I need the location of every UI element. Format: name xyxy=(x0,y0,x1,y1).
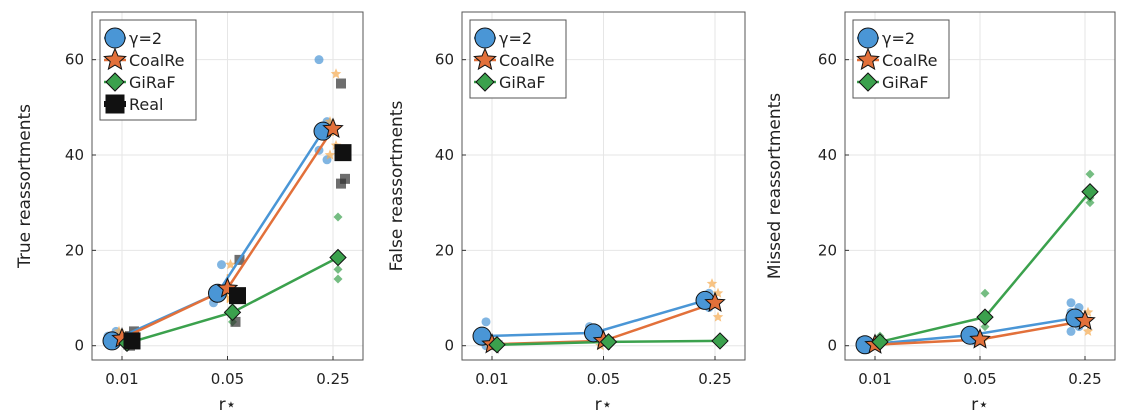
mean-marker-giraf xyxy=(711,332,729,350)
y-tick-label: 0 xyxy=(74,337,84,355)
y-tick-label: 40 xyxy=(818,146,837,164)
x-tick-label: 0.25 xyxy=(316,370,349,388)
legend-label-giraf: GiRaF xyxy=(499,73,546,92)
y-tick-label: 40 xyxy=(65,146,84,164)
y-tick-label: 20 xyxy=(435,241,454,259)
point-gamma xyxy=(314,55,324,65)
y-tick-label: 0 xyxy=(444,337,454,355)
point-gamma xyxy=(1066,298,1076,308)
point-coalre xyxy=(225,259,236,270)
mean-marker-real xyxy=(123,332,141,350)
mean-marker-giraf xyxy=(488,336,506,354)
y-tick-label: 60 xyxy=(65,51,84,69)
x-tick-label: 0.25 xyxy=(1068,370,1101,388)
y-tick-label: 20 xyxy=(65,241,84,259)
legend-label-coalre: CoalRe xyxy=(129,51,184,70)
x-tick-label: 0.25 xyxy=(698,370,731,388)
point-real xyxy=(340,173,350,184)
y-tick-label: 0 xyxy=(827,337,837,355)
panel-1: 0 20 40 60 0.01 0.05 0.25 r⋆ True reassortments γ… xyxy=(15,11,364,415)
legend-label-giraf: GiRaF xyxy=(882,73,929,92)
mean-marker-giraf xyxy=(1081,183,1099,201)
x-axis-label: r⋆ xyxy=(971,395,989,415)
mean-marker-giraf xyxy=(329,248,347,267)
legend-label-giraf: GiRaF xyxy=(129,73,176,92)
mean-marker-coalre xyxy=(322,117,344,138)
panel-3: 0 20 40 60 0.01 0.05 0.25 r⋆ Missed reassortment… xyxy=(765,11,1116,415)
legend-label-coalre: CoalRe xyxy=(499,51,554,70)
point-gamma xyxy=(1066,326,1076,336)
x-tick-label: 0.01 xyxy=(105,370,138,388)
point-giraf xyxy=(980,322,990,332)
y-axis-label: Missed reassortments xyxy=(765,93,785,279)
y-tick-label: 60 xyxy=(818,51,837,69)
y-axis-label: True reassortments xyxy=(15,104,35,269)
legend-marker-gamma xyxy=(857,27,879,49)
series-line-gamma xyxy=(111,130,325,343)
mean-marker-giraf xyxy=(599,333,618,351)
x-tick-label: 0.01 xyxy=(858,370,891,388)
legend-marker-coalre xyxy=(473,47,497,71)
mean-marker-giraf xyxy=(976,308,994,326)
point-giraf xyxy=(333,274,343,284)
y-tick-label: 40 xyxy=(435,146,454,164)
point-giraf xyxy=(1085,169,1095,179)
point-coalre xyxy=(1082,325,1094,336)
mean-marker-coalre xyxy=(1074,309,1096,331)
mean-marker-giraf xyxy=(223,303,242,322)
legend-marker-giraf xyxy=(105,72,125,92)
legend-marker-real xyxy=(105,94,125,114)
y-tick-label: 20 xyxy=(818,241,837,259)
legend-marker-gamma xyxy=(104,27,126,49)
point-gamma xyxy=(217,260,226,270)
legend: γ=2 CoalRe GiRaF xyxy=(852,19,950,99)
legend: γ=2 CoalRe GiRaF xyxy=(469,19,567,99)
mean-marker-real xyxy=(334,144,352,162)
legend-label-gamma: γ=2 xyxy=(499,29,532,48)
legend-label-coalre: CoalRe xyxy=(882,51,937,70)
legend-marker-giraf xyxy=(475,72,495,92)
point-real xyxy=(230,316,241,327)
point-coalre xyxy=(330,68,342,79)
x-tick-label: 0.05 xyxy=(587,370,620,388)
point-giraf xyxy=(333,212,343,222)
legend: γ=2 CoalRe GiRaF Real xyxy=(99,19,197,121)
x-axis-label: r⋆ xyxy=(595,395,613,415)
y-axis-label: False reassortments xyxy=(387,101,407,272)
mean-marker-real xyxy=(229,287,246,305)
y-tick-label: 60 xyxy=(435,51,454,69)
x-axis-label: r⋆ xyxy=(219,395,237,415)
mean-marker-giraf xyxy=(871,333,889,351)
legend-marker-giraf xyxy=(858,72,878,92)
x-tick-label: 0.05 xyxy=(963,370,996,388)
legend-marker-coalre xyxy=(856,47,880,71)
point-giraf xyxy=(333,264,343,274)
point-real xyxy=(336,78,346,89)
legend-label-real: Real xyxy=(129,95,164,114)
point-giraf xyxy=(980,288,990,298)
point-coalre xyxy=(324,149,336,160)
legend-label-gamma: γ=2 xyxy=(882,29,915,48)
legend-marker-gamma xyxy=(474,27,496,49)
x-tick-label: 0.05 xyxy=(211,370,244,388)
point-giraf xyxy=(1085,198,1095,208)
point-coalre xyxy=(712,311,724,322)
point-gamma xyxy=(481,317,491,327)
legend-marker-coalre xyxy=(103,47,127,71)
mean-marker-coalre xyxy=(969,328,991,349)
mean-marker-coalre xyxy=(704,291,726,312)
point-coalre xyxy=(706,278,718,289)
legend-label-gamma: γ=2 xyxy=(129,29,162,48)
x-tick-label: 0.01 xyxy=(475,370,508,388)
panel-2: 0 20 40 60 0.01 0.05 0.25 r⋆ False reassortments… xyxy=(387,11,746,415)
